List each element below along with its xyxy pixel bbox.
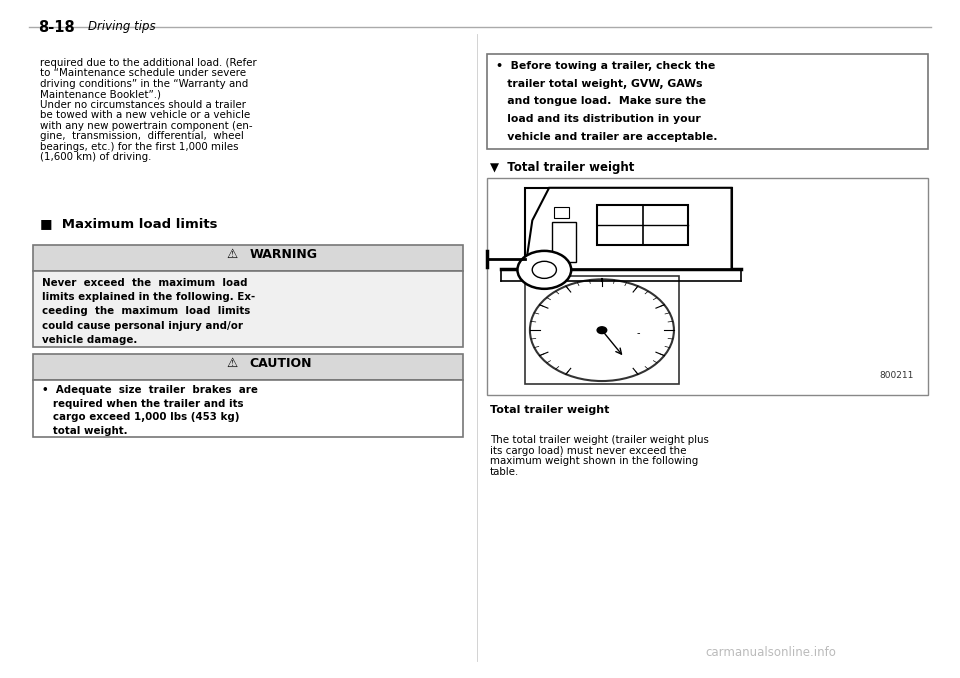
Text: trailer total weight, GVW, GAWs: trailer total weight, GVW, GAWs <box>496 79 703 89</box>
Bar <box>525 276 679 384</box>
Text: and tongue load.  Make sure the: and tongue load. Make sure the <box>496 96 707 106</box>
Text: Under no circumstances should a trailer: Under no circumstances should a trailer <box>40 100 247 110</box>
Text: The total trailer weight (trailer weight plus: The total trailer weight (trailer weight… <box>490 435 708 445</box>
Text: 8-18: 8-18 <box>38 20 75 35</box>
Text: total weight.: total weight. <box>42 426 128 436</box>
Text: to “Maintenance schedule under severe: to “Maintenance schedule under severe <box>40 68 247 78</box>
Text: be towed with a new vehicle or a vehicle: be towed with a new vehicle or a vehicle <box>40 110 251 120</box>
Text: ▼  Total trailer weight: ▼ Total trailer weight <box>490 161 634 174</box>
Text: load and its distribution in your: load and its distribution in your <box>496 114 701 124</box>
Text: Never  exceed  the  maximum  load: Never exceed the maximum load <box>42 278 248 288</box>
Bar <box>525 188 732 269</box>
Text: (1,600 km) of driving.: (1,600 km) of driving. <box>40 152 152 162</box>
Text: driving conditions” in the “Warranty and: driving conditions” in the “Warranty and <box>40 79 249 89</box>
Text: required due to the additional load. (Refer: required due to the additional load. (Re… <box>40 58 257 68</box>
Bar <box>33 271 463 347</box>
Bar <box>33 245 463 271</box>
Circle shape <box>517 251 571 289</box>
Circle shape <box>530 279 674 381</box>
Bar <box>33 380 463 437</box>
Bar <box>554 207 569 218</box>
Text: carmanualsonline.info: carmanualsonline.info <box>706 646 836 659</box>
Circle shape <box>597 327 607 334</box>
Text: cargo exceed 1,000 lbs (453 kg): cargo exceed 1,000 lbs (453 kg) <box>42 412 240 422</box>
Text: bearings, etc.) for the first 1,000 miles: bearings, etc.) for the first 1,000 mile… <box>40 142 239 152</box>
Text: ⚠: ⚠ <box>227 248 238 261</box>
Text: -: - <box>636 329 639 338</box>
Text: its cargo load) must never exceed the: its cargo load) must never exceed the <box>490 446 686 456</box>
Text: table.: table. <box>490 466 518 477</box>
Text: Maintenance Booklet”.): Maintenance Booklet”.) <box>40 89 161 99</box>
Text: WARNING: WARNING <box>250 248 318 261</box>
Text: ⚠: ⚠ <box>227 357 238 370</box>
Bar <box>552 222 576 262</box>
Bar <box>33 354 463 380</box>
Text: Driving tips: Driving tips <box>88 20 156 33</box>
Bar <box>487 178 928 395</box>
Text: required when the trailer and its: required when the trailer and its <box>42 399 244 409</box>
Text: vehicle and trailer are acceptable.: vehicle and trailer are acceptable. <box>496 132 718 142</box>
Polygon shape <box>525 188 732 269</box>
Text: Total trailer weight: Total trailer weight <box>490 405 609 415</box>
Bar <box>597 205 688 245</box>
Text: 800211: 800211 <box>879 371 914 380</box>
Text: •  Before towing a trailer, check the: • Before towing a trailer, check the <box>496 61 715 71</box>
Text: ceeding  the  maximum  load  limits: ceeding the maximum load limits <box>42 306 251 317</box>
Circle shape <box>532 261 557 279</box>
Text: limits explained in the following. Ex-: limits explained in the following. Ex- <box>42 292 255 302</box>
Text: gine,  transmission,  differential,  wheel: gine, transmission, differential, wheel <box>40 132 244 141</box>
Text: ■  Maximum load limits: ■ Maximum load limits <box>40 217 218 230</box>
Text: maximum weight shown in the following: maximum weight shown in the following <box>490 456 698 466</box>
Text: with any new powertrain component (en-: with any new powertrain component (en- <box>40 121 252 131</box>
Text: •  Adequate  size  trailer  brakes  are: • Adequate size trailer brakes are <box>42 385 258 395</box>
Text: vehicle damage.: vehicle damage. <box>42 335 137 345</box>
Text: could cause personal injury and/or: could cause personal injury and/or <box>42 321 243 331</box>
Bar <box>487 54 928 149</box>
Text: CAUTION: CAUTION <box>250 357 312 370</box>
